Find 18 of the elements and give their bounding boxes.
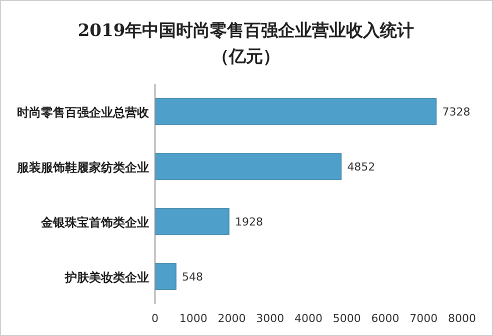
x-tick-label: 8000	[448, 312, 476, 325]
x-tick-label: 3000	[256, 312, 284, 325]
x-tick-label: 7000	[410, 312, 438, 325]
x-tick-label: 6000	[371, 312, 400, 325]
y-tick-label: 时尚零售百强企业总营收	[17, 106, 150, 120]
y-tick-label: 金银珠宝首饰类企业	[40, 216, 149, 230]
x-tick-label: 2000	[218, 312, 246, 325]
x-tick-label: 5000	[332, 312, 361, 325]
data-label: 548	[182, 270, 204, 284]
title: 2019年中国时尚零售百强企业营业收入统计（亿元）	[78, 21, 414, 67]
x-tick-label: 1000	[179, 312, 208, 325]
y-tick-label: 护肤美妆类企业	[64, 270, 149, 284]
x-tick-label: 4000	[294, 312, 322, 325]
x-tick-label: 0	[152, 312, 158, 325]
data-label: 4852	[347, 160, 376, 174]
y-tick-label: 服装服饰鞋履家纺类企业	[16, 160, 149, 174]
data-label: 1928	[234, 216, 263, 228]
data-label: 7328	[442, 106, 470, 118]
